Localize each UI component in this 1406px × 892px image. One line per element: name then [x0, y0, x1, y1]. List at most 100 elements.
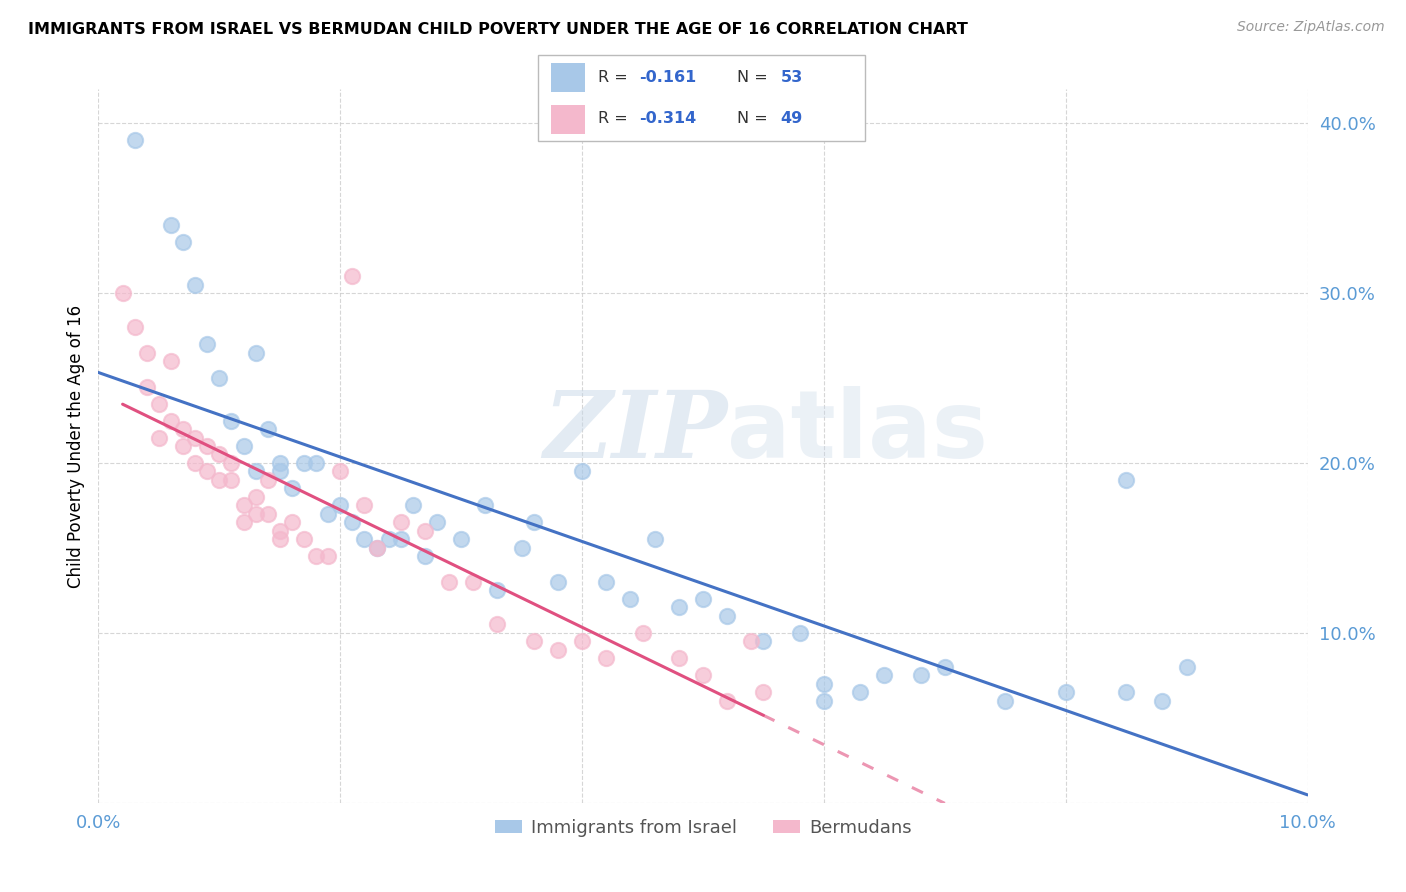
Point	[402, 499, 425, 513]
Point	[256, 473, 278, 487]
Text: N =: N =	[737, 112, 773, 126]
Text: ZIP: ZIP	[543, 387, 727, 476]
Point	[571, 634, 593, 648]
Point	[256, 507, 278, 521]
Point	[692, 591, 714, 606]
Point	[316, 507, 339, 521]
Point	[232, 516, 254, 530]
Point	[463, 574, 485, 589]
Point	[668, 651, 690, 665]
Point	[208, 371, 231, 385]
Point	[160, 413, 183, 427]
Point	[305, 549, 328, 564]
Point	[342, 269, 364, 284]
Point	[329, 499, 352, 513]
Point	[269, 456, 291, 470]
Point	[413, 549, 436, 564]
Point	[366, 541, 388, 555]
Point	[740, 634, 762, 648]
Point	[934, 660, 956, 674]
Point	[124, 320, 146, 334]
Point	[595, 651, 617, 665]
Point	[184, 456, 207, 470]
Bar	[551, 105, 585, 134]
Point	[668, 600, 690, 615]
Point	[316, 549, 339, 564]
Point	[789, 626, 811, 640]
Point	[353, 533, 375, 547]
Point	[184, 430, 207, 444]
Point	[366, 541, 388, 555]
Text: Source: ZipAtlas.com: Source: ZipAtlas.com	[1237, 20, 1385, 34]
Point	[221, 413, 243, 427]
Point	[292, 456, 315, 470]
Point	[342, 516, 364, 530]
Point	[510, 541, 533, 555]
Point	[1175, 660, 1198, 674]
Text: atlas: atlas	[727, 385, 988, 478]
Point	[692, 668, 714, 682]
Point	[631, 626, 654, 640]
Point	[269, 533, 291, 547]
Point	[547, 643, 569, 657]
Point	[148, 430, 170, 444]
Point	[716, 608, 738, 623]
Point	[873, 668, 896, 682]
Point	[389, 533, 412, 547]
Point	[269, 524, 291, 538]
Point	[208, 473, 231, 487]
Point	[523, 634, 546, 648]
Point	[148, 396, 170, 410]
Point	[1152, 694, 1174, 708]
Point	[716, 694, 738, 708]
Legend: Immigrants from Israel, Bermudans: Immigrants from Israel, Bermudans	[488, 812, 918, 844]
Bar	[551, 63, 585, 92]
Point	[184, 277, 207, 292]
Point	[910, 668, 932, 682]
Point	[292, 533, 315, 547]
Point	[813, 677, 835, 691]
Point	[389, 516, 412, 530]
Point	[450, 533, 472, 547]
Point	[595, 574, 617, 589]
Point	[571, 465, 593, 479]
Point	[281, 482, 304, 496]
Point	[486, 617, 509, 632]
FancyBboxPatch shape	[537, 55, 865, 141]
Point	[281, 516, 304, 530]
Point	[256, 422, 278, 436]
Point	[135, 379, 157, 393]
Point	[619, 591, 641, 606]
Point	[437, 574, 460, 589]
Point	[124, 133, 146, 147]
Point	[752, 685, 775, 699]
Point	[752, 634, 775, 648]
Text: IMMIGRANTS FROM ISRAEL VS BERMUDAN CHILD POVERTY UNDER THE AGE OF 16 CORRELATION: IMMIGRANTS FROM ISRAEL VS BERMUDAN CHILD…	[28, 22, 967, 37]
Point	[353, 499, 375, 513]
Point	[245, 345, 267, 359]
Point	[135, 345, 157, 359]
Point	[474, 499, 496, 513]
Point	[232, 439, 254, 453]
Point	[160, 218, 183, 232]
Point	[195, 337, 218, 351]
Point	[160, 354, 183, 368]
Point	[245, 465, 267, 479]
Point	[413, 524, 436, 538]
Point	[377, 533, 399, 547]
Point	[426, 516, 449, 530]
Text: R =: R =	[599, 112, 633, 126]
Point	[813, 694, 835, 708]
Point	[269, 465, 291, 479]
Point	[1054, 685, 1077, 699]
Point	[523, 516, 546, 530]
Y-axis label: Child Poverty Under the Age of 16: Child Poverty Under the Age of 16	[66, 304, 84, 588]
Text: -0.161: -0.161	[638, 70, 696, 85]
Point	[547, 574, 569, 589]
Text: R =: R =	[599, 70, 633, 85]
Text: N =: N =	[737, 70, 773, 85]
Text: 53: 53	[780, 70, 803, 85]
Point	[849, 685, 872, 699]
Point	[172, 422, 194, 436]
Point	[644, 533, 666, 547]
